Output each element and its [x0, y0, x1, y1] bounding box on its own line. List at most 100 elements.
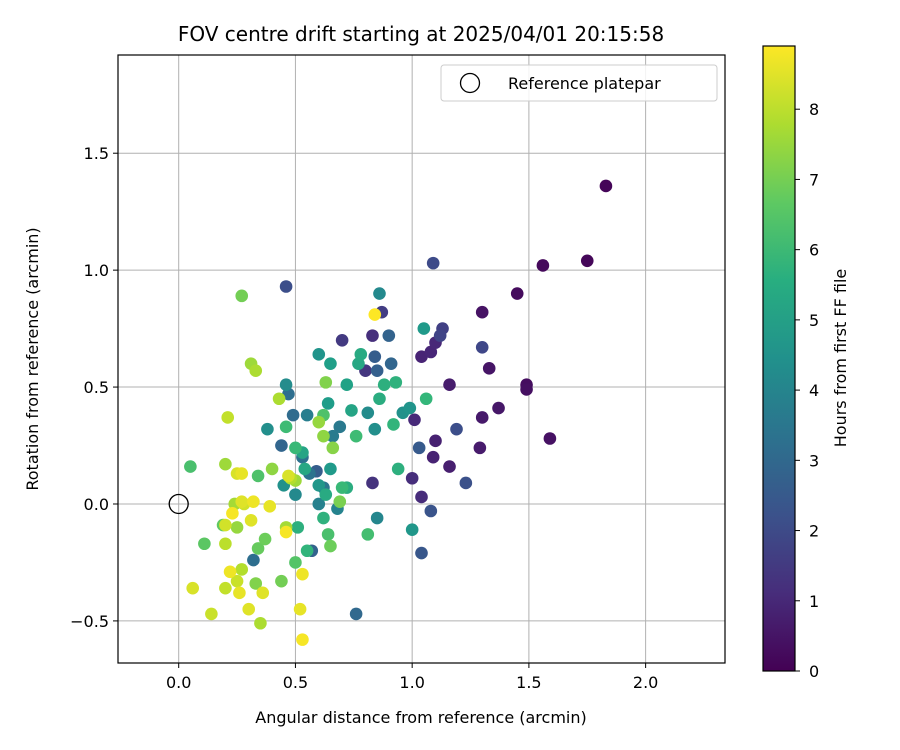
data-point — [247, 553, 260, 567]
data-point — [291, 521, 305, 534]
data-point — [286, 408, 300, 422]
data-point — [244, 514, 258, 527]
data-point — [219, 537, 232, 551]
data-point — [349, 607, 363, 621]
data-point — [424, 345, 438, 359]
data-point — [450, 422, 463, 436]
colorbar-tick-label: 7 — [809, 170, 819, 189]
data-point — [333, 420, 347, 434]
colorbar-tick-label: 5 — [809, 311, 819, 330]
grid — [118, 55, 725, 663]
data-point — [543, 432, 557, 445]
data-point — [580, 254, 594, 268]
data-point — [361, 528, 375, 541]
data-point — [265, 462, 279, 476]
colorbar-tick-label: 8 — [809, 100, 819, 119]
colorbar — [762, 45, 796, 672]
data-point — [282, 469, 295, 483]
data-point — [326, 429, 340, 443]
data-point — [415, 490, 428, 504]
legend-label: Reference platepar — [508, 74, 661, 93]
data-point — [186, 581, 200, 595]
data-point — [242, 602, 256, 616]
colorbar-tick-label: 6 — [809, 241, 819, 260]
data-point — [389, 376, 403, 389]
data-point — [226, 507, 239, 520]
y-axis-ticks: −0.5 0.0 0.5 1.0 1.5 — [70, 144, 118, 631]
data-point — [249, 364, 263, 377]
data-point — [298, 462, 312, 476]
data-point — [475, 411, 489, 424]
data-point — [424, 504, 438, 518]
legend-box — [440, 64, 718, 102]
data-point — [258, 532, 272, 546]
colorbar-tick-label: 1 — [809, 592, 819, 611]
data-point — [340, 378, 354, 392]
data-point — [230, 521, 244, 534]
data-point — [333, 495, 347, 508]
data-point — [368, 422, 382, 436]
legend-reference-marker — [459, 72, 481, 94]
data-point — [366, 329, 379, 342]
data-point — [251, 542, 265, 555]
data-point — [293, 602, 307, 616]
data-point — [319, 376, 333, 389]
data-point — [377, 378, 391, 392]
y-tick-label: −0.5 — [70, 612, 109, 631]
data-point — [235, 495, 249, 508]
data-point — [205, 607, 218, 621]
data-point — [429, 434, 442, 448]
data-point — [599, 179, 613, 193]
data-point — [426, 450, 440, 464]
data-point — [536, 259, 550, 272]
data-point — [279, 525, 293, 539]
data-point — [324, 462, 337, 476]
data-point — [275, 439, 288, 452]
data-point — [317, 429, 330, 443]
data-point — [373, 287, 386, 300]
y-tick-label: 1.0 — [84, 261, 109, 280]
data-point — [354, 348, 368, 361]
data-point — [319, 488, 333, 501]
data-point — [335, 481, 349, 494]
data-point — [415, 350, 428, 363]
data-point — [219, 518, 232, 532]
data-point — [370, 364, 384, 377]
x-tick-label: 1.0 — [399, 673, 424, 692]
y-tick-label: 1.5 — [84, 144, 109, 163]
data-point — [492, 401, 505, 415]
data-point — [415, 546, 428, 560]
data-point — [373, 392, 386, 406]
data-point — [263, 500, 277, 513]
data-point — [223, 565, 237, 579]
colorbar-tick-label: 4 — [809, 381, 819, 400]
data-point — [349, 429, 363, 443]
data-point — [324, 357, 337, 370]
reference-platepar-marker — [168, 493, 189, 515]
data-point — [198, 537, 211, 551]
data-point — [272, 392, 286, 406]
y-tick-label: 0.5 — [84, 378, 109, 397]
data-point — [419, 392, 433, 406]
data-point — [391, 462, 405, 476]
chart-title: FOV centre drift starting at 2025/04/01 … — [178, 22, 664, 46]
data-points — [184, 179, 613, 646]
data-point — [370, 511, 384, 525]
data-point — [312, 497, 326, 511]
data-point — [459, 476, 473, 490]
data-point — [335, 333, 349, 347]
data-point — [235, 289, 249, 303]
data-point — [317, 511, 330, 525]
data-point — [219, 581, 232, 595]
data-point — [300, 408, 314, 422]
data-point — [326, 441, 340, 455]
data-point — [221, 411, 235, 424]
data-point — [219, 457, 232, 471]
data-point — [279, 280, 293, 293]
data-point — [366, 476, 379, 490]
y-axis-label: Rotation from reference (arcmin) — [23, 227, 42, 490]
data-point — [279, 378, 293, 392]
data-point — [384, 357, 398, 370]
data-point — [520, 383, 533, 396]
